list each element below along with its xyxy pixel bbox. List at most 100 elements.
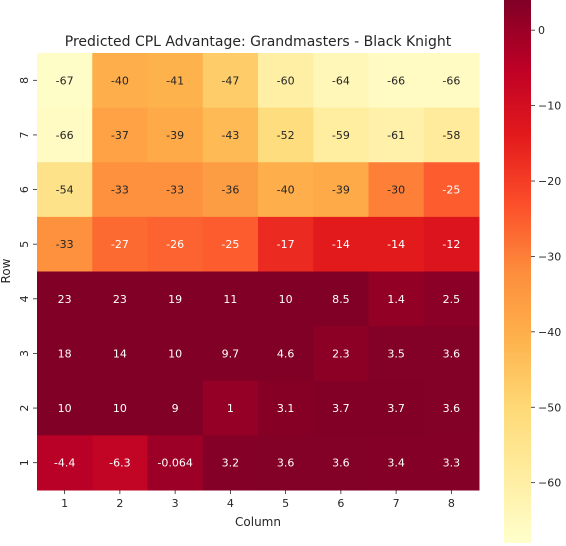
- heatmap-cell: [313, 53, 369, 109]
- heatmap-cell: [368, 107, 425, 163]
- heatmap-cell: [147, 162, 204, 218]
- cell-value-label: 9.7: [222, 347, 240, 360]
- cell-value-label: 3.3: [443, 457, 461, 470]
- heatmap-cell: [313, 271, 369, 327]
- cell-value-label: -59: [332, 129, 350, 142]
- cell-value-label: -0.064: [157, 457, 192, 470]
- x-tick-label: 8: [448, 497, 455, 510]
- heatmap-cell: [147, 380, 204, 436]
- heatmap-cell: [37, 380, 93, 436]
- heatmap-cell: [37, 435, 93, 491]
- y-axis-label: Row: [0, 258, 13, 283]
- x-axis-ticks: 1 2 3 4 5 6 7 8: [61, 490, 455, 510]
- cell-value-label: -6.3: [109, 457, 130, 470]
- heatmap-cell: [368, 271, 425, 327]
- heatmap-cell: [313, 216, 369, 272]
- cell-value-label: 3.2: [222, 457, 240, 470]
- heatmap-cell: [37, 162, 93, 218]
- cell-value-label: -40: [111, 74, 129, 87]
- colorbar-tick-label: −10: [538, 100, 561, 113]
- heatmap-cell: [202, 216, 259, 272]
- y-tick-label: 5: [18, 241, 31, 248]
- heatmap-cell: [423, 380, 480, 436]
- heatmap-cell: [368, 53, 425, 109]
- x-tick-label: 2: [116, 497, 123, 510]
- cell-value-label: 23: [113, 293, 127, 306]
- y-tick-label: 1: [18, 459, 31, 466]
- cell-value-label: 3.5: [387, 347, 405, 360]
- cell-value-label: -66: [56, 129, 74, 142]
- colorbar-tick-label: 0: [538, 24, 545, 37]
- cell-value-label: -64: [332, 74, 350, 87]
- cell-value-label: -66: [387, 74, 405, 87]
- heatmap-cell: [202, 271, 259, 327]
- cell-value-label: -26: [166, 238, 184, 251]
- y-tick-label: 7: [18, 131, 31, 138]
- cell-value-label: 9: [172, 402, 179, 415]
- x-tick-label: 3: [172, 497, 179, 510]
- heatmap-cell: [258, 53, 314, 109]
- heatmap-cell: [313, 380, 369, 436]
- heatmap-cell: [202, 326, 259, 382]
- heatmap-cell: [92, 216, 148, 272]
- heatmap-cell: [423, 162, 480, 218]
- cell-value-label: 1.4: [387, 293, 405, 306]
- cell-value-label: -47: [221, 74, 239, 87]
- cell-value-label: -54: [56, 184, 74, 197]
- heatmap-cell: [202, 53, 259, 109]
- x-tick-label: 5: [282, 497, 289, 510]
- cell-value-label: 10: [279, 293, 293, 306]
- heatmap-cell: [92, 271, 148, 327]
- cell-value-label: 10: [168, 347, 182, 360]
- cell-value-label: -25: [221, 238, 239, 251]
- y-tick-label: 3: [18, 350, 31, 357]
- heatmap-cell: [147, 435, 204, 491]
- cell-value-label: 2.3: [332, 347, 350, 360]
- heatmap-cell: [423, 216, 480, 272]
- cell-value-label: -4.4: [54, 457, 75, 470]
- cell-value-label: -58: [442, 129, 460, 142]
- cell-value-label: 3.4: [387, 457, 405, 470]
- cell-value-label: -52: [277, 129, 295, 142]
- y-tick-label: 4: [18, 295, 31, 302]
- cell-value-label: -36: [221, 184, 239, 197]
- heatmap-cell-labels: -67 -40 -41 -47 -60 -64 -66 -66 -66 -37 -39 -43 -52 -…: [54, 74, 460, 469]
- heatmap-cell: [313, 326, 369, 382]
- cell-value-label: -67: [56, 74, 74, 87]
- cell-value-label: 3.6: [443, 402, 461, 415]
- cell-value-label: -33: [111, 184, 129, 197]
- cell-value-label: -39: [332, 184, 350, 197]
- cell-value-label: -12: [442, 238, 460, 251]
- heatmap-cell: [202, 107, 259, 163]
- heatmap-cell: [423, 326, 480, 382]
- heatmap-cell: [147, 271, 204, 327]
- heatmap-cell: [202, 162, 259, 218]
- heatmap-cell: [368, 216, 425, 272]
- heatmap-cell: [368, 326, 425, 382]
- cell-value-label: 10: [58, 402, 72, 415]
- heatmap-cell: [92, 107, 148, 163]
- cell-value-label: 3.7: [387, 402, 405, 415]
- y-axis-ticks: 8 7 6 5 4 3 2 1: [18, 77, 37, 466]
- cell-value-label: 4.6: [277, 347, 295, 360]
- heatmap-cell: [258, 162, 314, 218]
- heatmap-cell: [368, 162, 425, 218]
- cell-value-label: 10: [113, 402, 127, 415]
- x-tick-label: 1: [61, 497, 68, 510]
- heatmap-cell: [92, 380, 148, 436]
- heatmap-cell: [313, 435, 369, 491]
- heatmap-cell: [147, 107, 204, 163]
- cell-value-label: -66: [442, 74, 460, 87]
- colorbar-tick-label: −60: [538, 477, 561, 490]
- heatmap-cell: [92, 53, 148, 109]
- heatmap-cell: [258, 435, 314, 491]
- cell-value-label: 11: [223, 293, 237, 306]
- heatmap-cell: [313, 162, 369, 218]
- cell-value-label: -30: [387, 184, 405, 197]
- heatmap-cell: [92, 326, 148, 382]
- cell-value-label: 2.5: [443, 293, 461, 306]
- heatmap-cell: [37, 216, 93, 272]
- heatmap-cell: [92, 435, 148, 491]
- cell-value-label: -17: [277, 238, 295, 251]
